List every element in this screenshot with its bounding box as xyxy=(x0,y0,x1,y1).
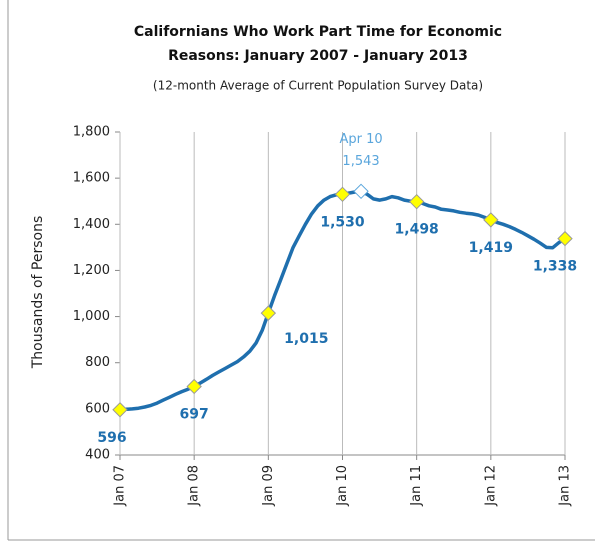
x-tick-label: Jan 09 xyxy=(261,465,276,507)
chart-title: Reasons: January 2007 - January 2013 xyxy=(168,48,468,64)
x-tick-label: Jan 07 xyxy=(113,465,128,507)
data-label: 1,543 xyxy=(342,154,379,169)
data-label: 1,338 xyxy=(533,259,577,275)
data-label: 697 xyxy=(180,406,209,422)
data-label: 1,419 xyxy=(469,240,513,256)
marker xyxy=(260,305,277,321)
annotation: Apr 10 xyxy=(339,132,382,147)
x-tick-label: Jan 08 xyxy=(187,465,202,507)
y-tick-label: 400 xyxy=(85,448,110,463)
y-tick-label: 600 xyxy=(85,401,110,416)
marker xyxy=(483,212,499,228)
chart-title: Californians Who Work Part Time for Econ… xyxy=(134,24,502,40)
data-label: 1,015 xyxy=(284,331,328,347)
marker xyxy=(334,186,351,203)
x-tick-label: Jan 10 xyxy=(335,465,350,507)
y-tick-label: 1,400 xyxy=(73,217,110,232)
x-tick-label: Jan 13 xyxy=(558,465,573,507)
marker xyxy=(186,378,202,395)
x-tick-label: Jan 12 xyxy=(483,465,498,507)
y-tick-label: 1,600 xyxy=(73,171,110,186)
marker xyxy=(557,230,573,247)
y-tick-label: 1,800 xyxy=(73,125,110,140)
marker xyxy=(112,402,128,418)
x-tick-label: Jan 11 xyxy=(409,465,424,507)
marker xyxy=(353,183,369,200)
data-label: 596 xyxy=(97,430,126,446)
y-axis-label: Thousands of Persons xyxy=(30,216,46,370)
chart-subtitle: (12-month Average of Current Population … xyxy=(153,79,483,93)
data-label: 1,530 xyxy=(320,214,365,230)
y-tick-label: 1,000 xyxy=(73,309,110,324)
y-tick-label: 1,200 xyxy=(73,263,110,278)
marker xyxy=(408,193,425,210)
data-label: 1,498 xyxy=(395,222,439,238)
y-tick-label: 800 xyxy=(85,355,110,370)
